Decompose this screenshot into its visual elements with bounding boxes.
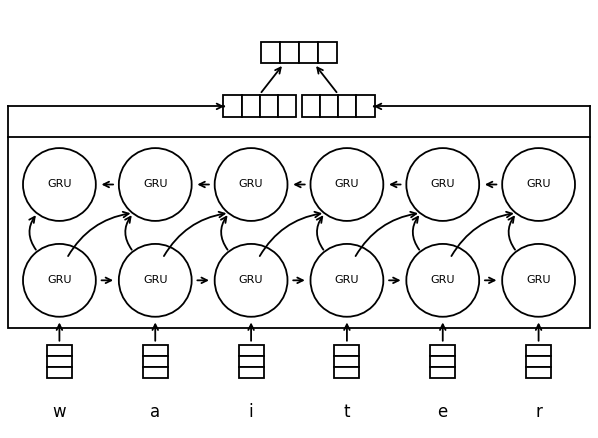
Bar [143, 345, 167, 356]
Bar [143, 367, 167, 378]
Bar [431, 356, 455, 367]
Circle shape [215, 244, 288, 317]
Circle shape [502, 148, 575, 221]
Bar [299, 42, 318, 63]
Text: GRU: GRU [431, 180, 455, 190]
Circle shape [23, 244, 96, 317]
Bar [334, 367, 359, 378]
Circle shape [310, 148, 383, 221]
Bar [239, 356, 264, 367]
Circle shape [119, 244, 192, 317]
Bar [526, 345, 551, 356]
Text: r: r [535, 403, 542, 420]
Bar [302, 95, 320, 117]
Text: GRU: GRU [526, 276, 551, 285]
Circle shape [406, 148, 479, 221]
Text: GRU: GRU [239, 276, 263, 285]
Bar [318, 42, 337, 63]
Text: GRU: GRU [431, 276, 455, 285]
Bar [239, 345, 264, 356]
Bar [8, 137, 590, 328]
Text: GRU: GRU [335, 180, 359, 190]
Bar [280, 42, 299, 63]
Text: GRU: GRU [143, 180, 167, 190]
Circle shape [119, 148, 192, 221]
Circle shape [406, 244, 479, 317]
Bar [242, 95, 260, 117]
Text: GRU: GRU [143, 276, 167, 285]
Text: w: w [53, 403, 66, 420]
Bar [47, 367, 72, 378]
Bar [278, 95, 296, 117]
Text: e: e [438, 403, 448, 420]
Bar [260, 95, 278, 117]
Circle shape [23, 148, 96, 221]
Text: a: a [150, 403, 160, 420]
Bar [261, 42, 280, 63]
Circle shape [215, 148, 288, 221]
Bar [47, 345, 72, 356]
Bar [334, 345, 359, 356]
Bar [334, 356, 359, 367]
Text: t: t [344, 403, 350, 420]
Text: GRU: GRU [526, 180, 551, 190]
Text: GRU: GRU [239, 180, 263, 190]
Circle shape [310, 244, 383, 317]
Bar [338, 95, 356, 117]
Text: GRU: GRU [47, 276, 72, 285]
Bar [47, 356, 72, 367]
Bar [431, 367, 455, 378]
Text: i: i [249, 403, 254, 420]
Bar [223, 95, 242, 117]
Text: GRU: GRU [335, 276, 359, 285]
Bar [143, 356, 167, 367]
Bar [526, 356, 551, 367]
Text: GRU: GRU [47, 180, 72, 190]
Bar [239, 367, 264, 378]
Circle shape [502, 244, 575, 317]
Bar [526, 367, 551, 378]
Bar [320, 95, 338, 117]
Bar [356, 95, 375, 117]
Bar [431, 345, 455, 356]
